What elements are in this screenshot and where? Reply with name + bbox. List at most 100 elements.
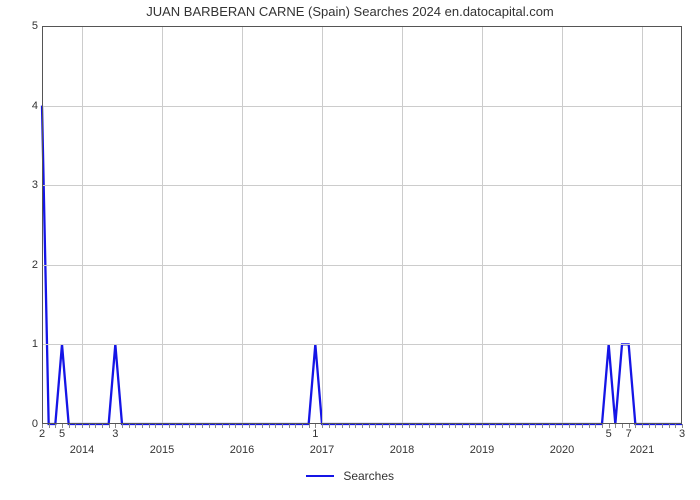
- x-minor-tick: [642, 424, 643, 428]
- x-minor-tick: [109, 424, 110, 428]
- gridline-v: [482, 26, 483, 424]
- x-minor-tick: [462, 424, 463, 428]
- x-minor-tick: [422, 424, 423, 428]
- x-minor-tick: [669, 424, 670, 428]
- x-minor-tick: [369, 424, 370, 428]
- x-minor-tick: [495, 424, 496, 428]
- x-minor-tick: [242, 424, 243, 428]
- x-minor-tick: [569, 424, 570, 428]
- x-minor-tick: [355, 424, 356, 428]
- x-minor-tick: [342, 424, 343, 428]
- legend-label: Searches: [343, 469, 394, 483]
- x-minor-tick: [615, 424, 616, 428]
- x-minor-tick: [622, 424, 623, 428]
- x-minor-tick: [509, 424, 510, 428]
- gridline-v: [322, 26, 323, 424]
- x-minor-tick: [69, 424, 70, 428]
- x-minor-tick: [329, 424, 330, 428]
- count-label: 3: [679, 428, 685, 440]
- x-minor-tick: [269, 424, 270, 428]
- x-minor-tick: [395, 424, 396, 428]
- x-minor-tick: [582, 424, 583, 428]
- x-minor-tick: [289, 424, 290, 428]
- chart-title: JUAN BARBERAN CARNE (Spain) Searches 202…: [0, 4, 700, 19]
- x-minor-tick: [175, 424, 176, 428]
- x-minor-tick: [275, 424, 276, 428]
- gridline-v: [162, 26, 163, 424]
- x-minor-tick: [122, 424, 123, 428]
- count-label: 5: [606, 428, 612, 440]
- gridline-h: [42, 265, 682, 266]
- x-minor-tick: [209, 424, 210, 428]
- y-tick-label: 1: [24, 338, 38, 350]
- x-year-label: 2021: [630, 444, 654, 456]
- x-minor-tick: [295, 424, 296, 428]
- gridline-v: [562, 26, 563, 424]
- x-minor-tick: [595, 424, 596, 428]
- x-minor-tick: [562, 424, 563, 428]
- x-minor-tick: [449, 424, 450, 428]
- x-minor-tick: [635, 424, 636, 428]
- x-minor-tick: [155, 424, 156, 428]
- line-series-svg: [42, 26, 682, 424]
- x-minor-tick: [649, 424, 650, 428]
- x-minor-tick: [375, 424, 376, 428]
- count-label: 3: [112, 428, 118, 440]
- x-minor-tick: [455, 424, 456, 428]
- x-minor-tick: [322, 424, 323, 428]
- x-minor-tick: [82, 424, 83, 428]
- x-minor-tick: [389, 424, 390, 428]
- x-minor-tick: [589, 424, 590, 428]
- axis-top: [42, 26, 682, 27]
- x-minor-tick: [249, 424, 250, 428]
- x-minor-tick: [309, 424, 310, 428]
- y-tick-label: 5: [24, 20, 38, 32]
- x-minor-tick: [402, 424, 403, 428]
- count-label: 2: [39, 428, 45, 440]
- x-minor-tick: [435, 424, 436, 428]
- count-label: 7: [626, 428, 632, 440]
- axis-left: [42, 26, 43, 424]
- x-minor-tick: [135, 424, 136, 428]
- x-minor-tick: [129, 424, 130, 428]
- x-minor-tick: [362, 424, 363, 428]
- x-minor-tick: [222, 424, 223, 428]
- x-minor-tick: [555, 424, 556, 428]
- y-tick-label: 4: [24, 100, 38, 112]
- x-minor-tick: [475, 424, 476, 428]
- x-minor-tick: [189, 424, 190, 428]
- x-minor-tick: [442, 424, 443, 428]
- x-minor-tick: [55, 424, 56, 428]
- y-tick-label: 0: [24, 418, 38, 430]
- y-tick-label: 3: [24, 179, 38, 191]
- x-minor-tick: [182, 424, 183, 428]
- gridline-h: [42, 185, 682, 186]
- x-year-label: 2016: [230, 444, 254, 456]
- x-minor-tick: [535, 424, 536, 428]
- x-year-label: 2020: [550, 444, 574, 456]
- x-minor-tick: [429, 424, 430, 428]
- x-minor-tick: [302, 424, 303, 428]
- x-minor-tick: [655, 424, 656, 428]
- x-minor-tick: [482, 424, 483, 428]
- x-minor-tick: [102, 424, 103, 428]
- x-minor-tick: [142, 424, 143, 428]
- gridline-v: [82, 26, 83, 424]
- x-minor-tick: [675, 424, 676, 428]
- x-minor-tick: [515, 424, 516, 428]
- x-minor-tick: [409, 424, 410, 428]
- chart-stage: JUAN BARBERAN CARNE (Spain) Searches 202…: [0, 0, 700, 500]
- count-label: 1: [312, 428, 318, 440]
- x-year-label: 2019: [470, 444, 494, 456]
- x-minor-tick: [542, 424, 543, 428]
- gridline-v: [242, 26, 243, 424]
- y-tick-label: 2: [24, 259, 38, 271]
- x-minor-tick: [549, 424, 550, 428]
- x-minor-tick: [349, 424, 350, 428]
- x-minor-tick: [255, 424, 256, 428]
- x-minor-tick: [229, 424, 230, 428]
- count-label: 5: [59, 428, 65, 440]
- gridline-v: [642, 26, 643, 424]
- plot-area: [42, 26, 682, 424]
- x-minor-tick: [382, 424, 383, 428]
